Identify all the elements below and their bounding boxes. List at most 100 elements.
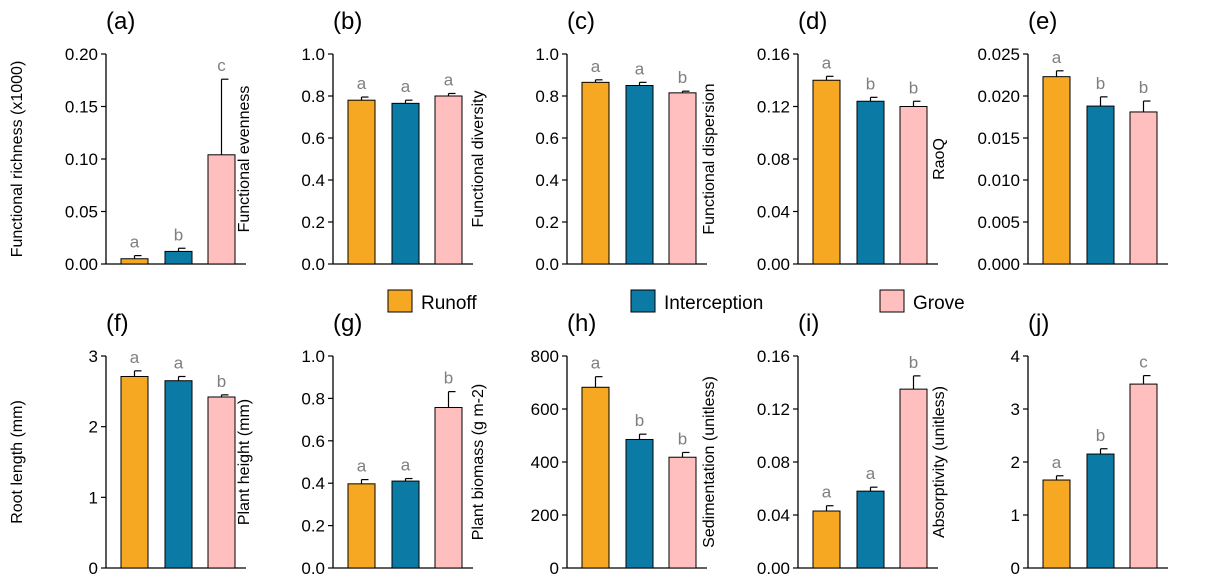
- panel-b-tick-label: 0.6: [301, 129, 325, 148]
- panel-i: (i) Sedimentation (unitless) 0.00 0.04 0.08 0…: [701, 310, 938, 577]
- panel-j-tick-label: 2: [1011, 453, 1020, 472]
- panel-e-tick-label: 0.010: [977, 171, 1020, 190]
- panel-b-sig-letter-grove: a: [444, 70, 454, 89]
- legend-swatch-runoff: [387, 289, 413, 313]
- panel-g-y-axis-title: Plant height (mm): [236, 399, 253, 525]
- panel-g-tick-label: 0.0: [301, 559, 325, 577]
- panel-h-bar-grove: [668, 456, 697, 569]
- panel-b-label: (b): [333, 8, 362, 35]
- panel-b-tick-label: 0.4: [301, 171, 325, 190]
- panel-g-tick-label: 0.4: [301, 474, 325, 493]
- panel-j-tick-label: 4: [1011, 347, 1020, 366]
- panel-d-sig-letter-interception: b: [866, 74, 875, 93]
- panel-h-label: (h): [567, 310, 596, 337]
- panel-h-y-axis-title: Plant biomass (g m-2): [470, 384, 487, 541]
- panel-c-sig-letter-grove: b: [678, 68, 687, 87]
- panel-j-bar-runoff: [1042, 479, 1071, 569]
- panel-f: (f) Root length (mm) 0 1 2 3 a a b: [9, 310, 246, 577]
- panel-j: (j) Absorptivity (unitless) 0 1 2 3 4 a b c: [931, 310, 1168, 577]
- panel-a-bar-interception: [164, 250, 193, 265]
- panel-j-tick-label: 3: [1011, 400, 1020, 419]
- panel-i-sig-letter-interception: a: [866, 464, 876, 483]
- panel-g-bar-grove: [434, 407, 463, 569]
- panel-e-tick-label: 0.015: [977, 129, 1020, 148]
- panel-h-tick-label: 800: [531, 347, 559, 366]
- panel-f-bar-interception: [164, 380, 193, 569]
- panel-g-tick-label: 0.2: [301, 517, 325, 536]
- panel-c-label: (c): [567, 8, 595, 35]
- panel-a: (a) Functional richness (x1000) 0.00 0.05 0.…: [9, 8, 246, 274]
- panel-g-sig-letter-grove: b: [444, 369, 453, 388]
- panel-d-label: (d): [798, 8, 827, 35]
- panel-j-y-axis-title: Absorptivity (unitless): [931, 386, 948, 538]
- panel-e-bar-runoff: [1042, 76, 1071, 265]
- panel-c-sig-letter-runoff: a: [591, 57, 601, 76]
- panel-f-sig-letter-grove: b: [217, 372, 226, 391]
- panel-f-label: (f): [106, 310, 129, 337]
- panel-j-bar-interception: [1086, 453, 1115, 569]
- panel-d-bar-runoff: [812, 79, 841, 265]
- panel-f-bar-grove: [207, 396, 236, 569]
- panel-e-y-axis-title: RaoQ: [931, 138, 948, 180]
- panel-c-bar-grove: [668, 92, 697, 265]
- panel-i-bar-grove: [899, 388, 928, 569]
- panel-e-label: (e): [1028, 8, 1057, 35]
- panel-a-tick-label: 0.05: [65, 203, 98, 222]
- panel-i-bar-runoff: [812, 510, 841, 569]
- panel-j-tick-label: 1: [1011, 506, 1020, 525]
- panel-a-tick-label: 0.20: [65, 45, 98, 64]
- panel-h-sig-letter-interception: b: [635, 411, 644, 430]
- panel-h-tick-label: 0: [550, 559, 559, 577]
- panel-a-label: (a): [106, 8, 135, 35]
- panel-h-bar-runoff: [581, 386, 610, 569]
- panel-b-bar-grove: [434, 95, 463, 265]
- panel-e-sig-letter-interception: b: [1096, 74, 1105, 93]
- panel-j-bar-grove: [1129, 383, 1158, 569]
- panel-j-sig-letter-grove: c: [1139, 353, 1148, 372]
- panel-f-sig-letter-runoff: a: [130, 348, 140, 367]
- panel-i-sig-letter-grove: b: [909, 353, 918, 372]
- panel-f-tick-label: 3: [89, 347, 98, 366]
- panel-f-sig-letter-interception: a: [174, 353, 184, 372]
- panel-b-sig-letter-runoff: a: [357, 74, 367, 93]
- panel-d: (d) Functional dispersion 0.00 0.04 0.08 0.12…: [701, 8, 938, 274]
- panel-h-tick-label: 600: [531, 400, 559, 419]
- panel-b-tick-label: 0.8: [301, 87, 325, 106]
- panel-d-tick-label: 0.00: [757, 255, 790, 274]
- panel-c-tick-label: 0.0: [535, 255, 559, 274]
- panel-h-sig-letter-grove: b: [678, 429, 687, 448]
- panel-d-tick-label: 0.04: [757, 203, 790, 222]
- panel-b-sig-letter-interception: a: [401, 77, 411, 96]
- panel-d-bar-grove: [899, 106, 928, 265]
- panel-h-tick-label: 400: [531, 453, 559, 472]
- panel-f-tick-label: 2: [89, 418, 98, 437]
- panel-e-tick-label: 0.025: [977, 45, 1020, 64]
- panel-h-sig-letter-runoff: a: [591, 354, 601, 373]
- panel-e-sig-letter-runoff: a: [1052, 48, 1062, 67]
- panel-a-bar-grove: [207, 154, 236, 265]
- panel-h-bar-interception: [625, 438, 654, 569]
- panel-i-tick-label: 0.00: [757, 559, 790, 577]
- panel-i-tick-label: 0.12: [757, 400, 790, 419]
- panel-g-tick-label: 0.8: [301, 389, 325, 408]
- panel-j-tick-label: 0: [1011, 559, 1020, 577]
- panel-h: (h) Plant biomass (g m-2) 0 200 400 600 800 a b b: [470, 310, 707, 577]
- panel-e-bar-grove: [1129, 111, 1158, 265]
- panel-e-tick-label: 0.020: [977, 87, 1020, 106]
- panel-e: (e) RaoQ 0.000 0.005 0.010 0.015 0.020 0.025 a b b: [931, 8, 1168, 274]
- panel-d-tick-label: 0.12: [757, 98, 790, 117]
- legend-swatch-interception: [630, 289, 656, 313]
- panel-b-tick-label: 0.0: [301, 255, 325, 274]
- panel-f-tick-label: 0: [89, 559, 98, 577]
- panel-d-sig-letter-runoff: a: [822, 53, 832, 72]
- panel-f-tick-label: 1: [89, 488, 98, 507]
- panel-b-bar-runoff: [347, 99, 376, 265]
- panel-g-tick-label: 1.0: [301, 347, 325, 366]
- panel-a-tick-label: 0.10: [65, 150, 98, 169]
- panel-i-bar-interception: [856, 490, 885, 569]
- panel-b-tick-label: 1.0: [301, 45, 325, 64]
- panel-g-bar-runoff: [347, 483, 376, 569]
- panel-e-sig-letter-grove: b: [1139, 78, 1148, 97]
- panel-a-sig-letter-interception: b: [174, 225, 183, 244]
- panel-i-sig-letter-runoff: a: [822, 483, 832, 502]
